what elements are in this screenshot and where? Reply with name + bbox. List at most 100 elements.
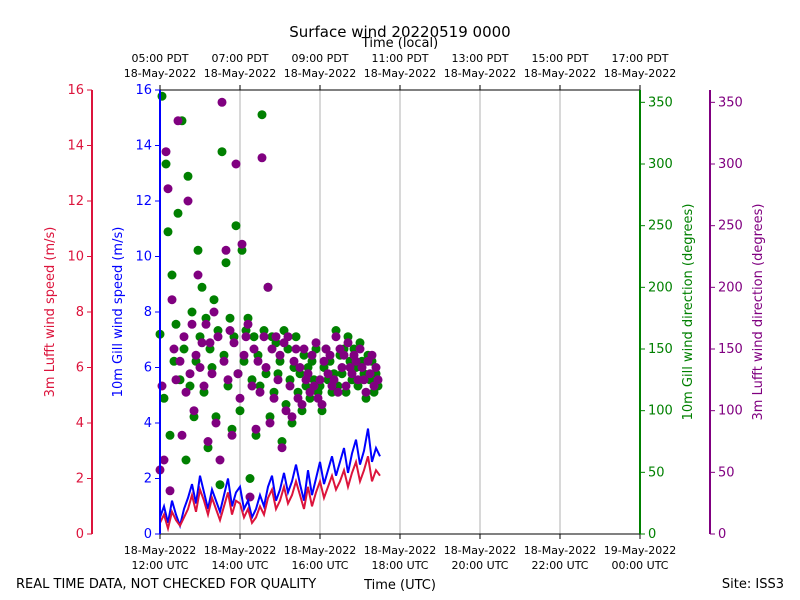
top-axis-label: Time (local): [361, 36, 438, 51]
scatter-point: [297, 406, 307, 416]
scatter-point: [265, 412, 275, 422]
gill-speed-tick-label: 14: [135, 139, 152, 154]
lufft-direction-tick-label: 250: [718, 219, 743, 234]
bottom-tick-label: 18-May-2022: [524, 544, 596, 557]
bottom-tick-label: 18:00 UTC: [371, 559, 428, 572]
scatter-point: [211, 418, 221, 428]
scatter-point: [317, 400, 327, 409]
scatter-point: [185, 369, 195, 379]
top-tick-label: 17:00 PDT: [611, 52, 668, 65]
lufft-direction-tick-label: 350: [718, 95, 743, 110]
scatter-point: [351, 356, 361, 366]
scatter-point: [183, 196, 193, 206]
lufft-direction-tick-label: 0: [718, 527, 726, 542]
scatter-point: [259, 326, 269, 335]
lufft-direction-tick-label: 50: [718, 465, 735, 480]
scatter-point: [245, 492, 255, 502]
scatter-point: [161, 147, 171, 157]
scatter-point: [199, 387, 209, 397]
scatter-point: [231, 221, 241, 231]
x-axis-label: Time (UTC): [363, 578, 436, 593]
scatter-point: [209, 307, 219, 317]
gill-direction-tick-label: 300: [648, 157, 673, 172]
scatter-point: [179, 344, 189, 354]
scatter-point: [247, 381, 257, 391]
gill-speed-tick-label: 4: [144, 416, 152, 431]
scatter-point: [255, 381, 265, 391]
scatter-point: [311, 338, 321, 348]
scatter-point: [187, 319, 197, 329]
scatter-point: [207, 369, 217, 379]
scatter-point: [337, 369, 347, 379]
scatter-point: [209, 295, 219, 305]
bottom-tick-label: 18-May-2022: [364, 544, 436, 557]
scatter-point: [255, 387, 265, 397]
scatter-point: [225, 326, 235, 335]
scatter-point: [205, 338, 215, 348]
gill-speed-tick-label: 6: [144, 361, 152, 376]
scatter-point: [273, 375, 283, 385]
scatter-point: [303, 369, 313, 379]
scatter-point: [201, 319, 211, 329]
scatter-point: [353, 381, 363, 391]
series-line: [159, 456, 381, 533]
scatter-point: [167, 270, 177, 280]
scatter-point: [231, 159, 241, 169]
scatter-point: [211, 412, 221, 422]
scatter-point: [181, 387, 191, 397]
scatter-point: [299, 344, 309, 354]
scatter-point: [343, 338, 353, 348]
top-tick-label: 18-May-2022: [284, 67, 356, 80]
lufft-speed-tick-label: 4: [76, 416, 84, 431]
scatter-point: [347, 369, 357, 379]
scatter-point: [213, 332, 223, 342]
scatter-point: [203, 437, 213, 446]
scatter-point: [207, 363, 217, 372]
lufft-speed-axis-label: 3m Lufft wind speed (m/s): [43, 227, 58, 398]
scatter-point: [317, 406, 327, 416]
scatter-point: [173, 208, 183, 218]
scatter-point: [217, 147, 227, 157]
scatter-point: [357, 363, 367, 372]
lufft-direction-tick-label: 100: [718, 404, 743, 419]
scatter-point: [359, 375, 369, 385]
footer-site: Site: ISS3: [722, 577, 784, 592]
gill-speed-tick-label: 8: [144, 305, 152, 320]
scatter-point: [241, 332, 251, 342]
scatter-point: [287, 418, 297, 428]
lufft-speed-tick-label: 8: [76, 305, 84, 320]
gill-direction-tick-label: 100: [648, 404, 673, 419]
scatter-point: [339, 350, 349, 360]
top-tick-label: 15:00 PDT: [531, 52, 588, 65]
scatter-point: [257, 110, 267, 120]
scatter-point: [337, 363, 347, 372]
scatter-point: [157, 381, 167, 391]
gill-direction-tick-label: 250: [648, 219, 673, 234]
gill-speed-tick-label: 12: [135, 194, 152, 209]
lufft-direction-axis-label: 3m Lufft wind direction (degrees): [751, 204, 766, 421]
gill-speed-tick-label: 2: [144, 472, 152, 487]
scatter-point: [287, 412, 297, 422]
scatter-point: [261, 363, 271, 372]
bottom-tick-label: 18-May-2022: [124, 544, 196, 557]
scatter-point: [315, 375, 325, 385]
scatter-point: [171, 319, 181, 329]
scatter-point: [271, 332, 281, 342]
scatter-point: [237, 239, 247, 249]
scatter-point: [341, 381, 351, 391]
scatter-point: [247, 375, 257, 385]
scatter-point: [227, 430, 237, 440]
scatter-point: [203, 443, 213, 453]
scatter-point: [341, 387, 351, 397]
bottom-tick-label: 16:00 UTC: [291, 559, 348, 572]
top-tick-label: 05:00 PDT: [131, 52, 188, 65]
scatter-point: [265, 418, 275, 428]
lufft-speed-tick-label: 6: [76, 361, 84, 376]
scatter-point: [239, 350, 249, 360]
scatter-point: [157, 91, 167, 101]
lufft-speed-tick-label: 2: [76, 472, 84, 487]
scatter-point: [221, 245, 231, 255]
gill-direction-tick-label: 50: [648, 465, 665, 480]
scatter-point: [235, 406, 245, 416]
